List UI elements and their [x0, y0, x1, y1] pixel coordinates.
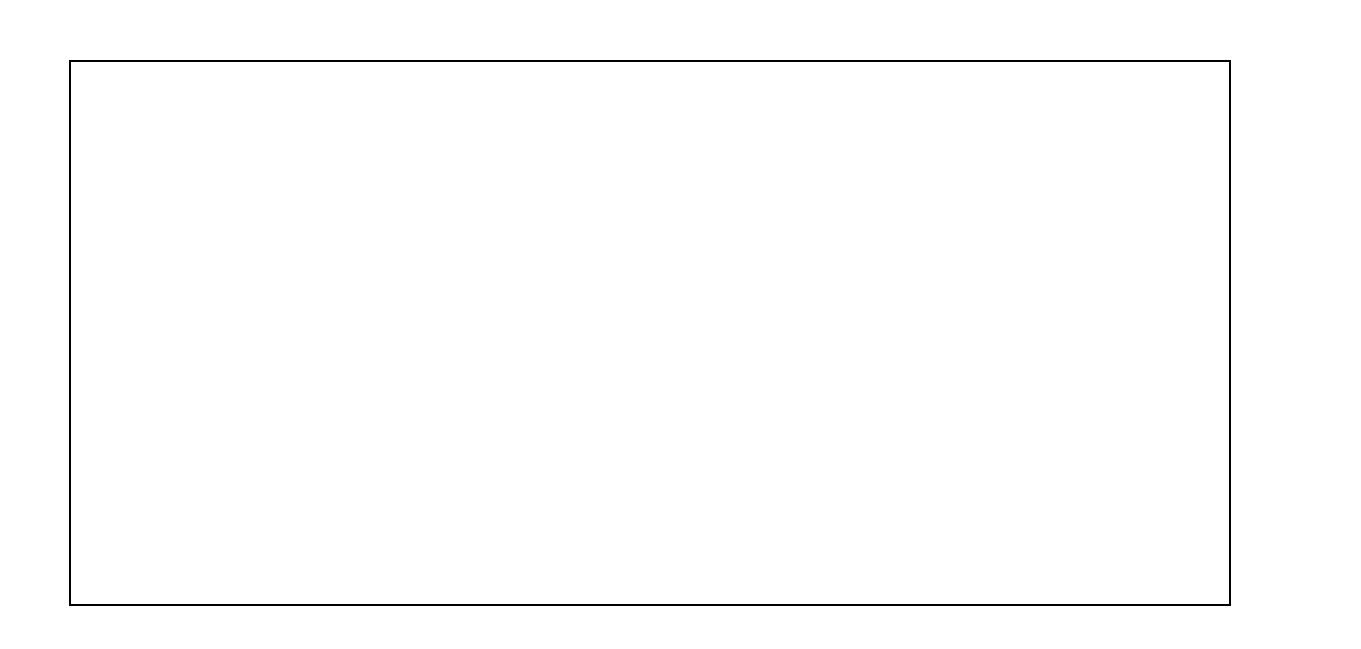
precipitation-map-canvas [71, 62, 1229, 604]
colorbar [1250, 95, 1290, 577]
map-frame [69, 60, 1231, 606]
